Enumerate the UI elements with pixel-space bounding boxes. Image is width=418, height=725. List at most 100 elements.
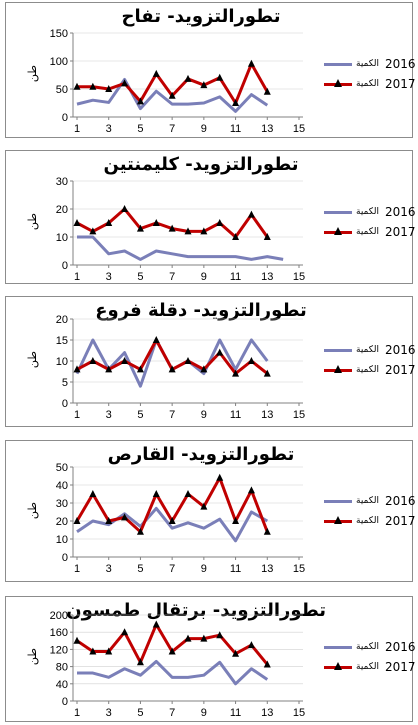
triangle-marker-icon bbox=[334, 365, 342, 373]
x-tick-label: 1 bbox=[74, 409, 80, 421]
data-point bbox=[73, 365, 81, 373]
data-point bbox=[168, 365, 176, 373]
x-tick-label: 7 bbox=[169, 271, 175, 283]
data-point bbox=[105, 517, 113, 524]
triangle-marker-icon bbox=[334, 227, 342, 235]
legend-swatch bbox=[324, 208, 352, 216]
series-line-2016 bbox=[77, 235, 284, 261]
data-point bbox=[168, 91, 176, 99]
y-axis-label: طن bbox=[26, 64, 40, 83]
y-tick-label: 160 bbox=[50, 627, 68, 639]
y-tick-label: 0 bbox=[62, 398, 68, 410]
y-axis-label: طن bbox=[26, 350, 40, 369]
x-tick-label: 15 bbox=[293, 563, 305, 575]
x-tick-label: 11 bbox=[230, 707, 241, 719]
x-tick-label: 15 bbox=[293, 271, 305, 283]
x-tick-label: 13 bbox=[261, 707, 273, 719]
chart-title: تطورالتزويد- تفاح bbox=[121, 6, 281, 27]
y-tick-label: 150 bbox=[50, 28, 68, 40]
x-tick-label: 5 bbox=[137, 707, 143, 719]
y-tick-label: 10 bbox=[56, 534, 68, 546]
data-point bbox=[136, 365, 144, 373]
data-point bbox=[200, 365, 208, 373]
x-tick-label: 13 bbox=[261, 271, 273, 283]
y-tick-label: 0 bbox=[62, 552, 68, 564]
legend-swatch bbox=[324, 365, 352, 374]
series-line-2017 bbox=[76, 622, 269, 666]
y-axis-label: طن bbox=[26, 501, 40, 520]
x-tick-label: 15 bbox=[293, 409, 305, 421]
data-point bbox=[136, 224, 144, 232]
y-tick-label: 5 bbox=[62, 377, 68, 389]
data-point bbox=[247, 641, 255, 649]
data-point bbox=[216, 348, 224, 356]
data-point bbox=[152, 69, 160, 77]
x-tick-label: 5 bbox=[137, 271, 143, 283]
x-tick-label: 5 bbox=[137, 409, 143, 421]
data-point bbox=[73, 219, 81, 226]
data-point bbox=[263, 660, 271, 668]
legend-year: 2017 bbox=[384, 225, 416, 239]
y-tick-label: 30 bbox=[56, 176, 68, 188]
legend-label: الكمية bbox=[356, 207, 379, 217]
data-point bbox=[168, 647, 176, 655]
data-point bbox=[263, 369, 271, 377]
x-tick-label: 7 bbox=[169, 707, 175, 719]
y-tick-label: 40 bbox=[56, 480, 68, 492]
data-point bbox=[152, 219, 160, 226]
y-tick-label: 20 bbox=[56, 516, 68, 528]
data-point bbox=[73, 517, 81, 524]
legend-swatch bbox=[324, 60, 352, 68]
data-point bbox=[168, 224, 176, 232]
chart-panel: تطورالتزويد- تفاح 0 50 100 150 1 3 5 7 9 11 13 15 طن ا… bbox=[5, 2, 416, 138]
y-tick-label: 20 bbox=[56, 204, 68, 216]
x-tick-label: 11 bbox=[230, 409, 241, 421]
chart-panel: تطورالتزويد- دقلة فروع 0 5 10 15 20 1 3 5 7 9 11 13 1… bbox=[5, 296, 416, 427]
data-point bbox=[232, 517, 240, 524]
data-point bbox=[200, 502, 208, 510]
chart-panel: تطورالتزويد- برتقال طمسون 0 40 80 120 160 200 1… bbox=[5, 596, 416, 722]
x-tick-label: 5 bbox=[137, 563, 143, 575]
triangle-marker-icon bbox=[334, 79, 342, 87]
legend-swatch bbox=[324, 227, 352, 236]
y-axis-label: طن bbox=[26, 647, 40, 666]
data-point bbox=[200, 227, 208, 235]
y-tick-label: 0 bbox=[62, 112, 68, 124]
legend-swatch bbox=[324, 643, 352, 651]
y-tick-label: 50 bbox=[56, 84, 68, 96]
data-point bbox=[216, 219, 224, 226]
data-point bbox=[105, 85, 113, 92]
chart-panel: تطورالتزويد- القارص 0 10 20 30 40 50 1 3 5 7 9 11 13 1… bbox=[5, 440, 416, 582]
legend-year: 2017 bbox=[384, 514, 416, 528]
data-point bbox=[216, 73, 224, 81]
data-point bbox=[200, 634, 208, 642]
data-point bbox=[152, 336, 160, 343]
legend-entry-2017: الكمية 2017 bbox=[324, 363, 416, 377]
legend-year: 2016 bbox=[384, 640, 416, 654]
data-point bbox=[105, 365, 113, 373]
x-tick-label: 1 bbox=[74, 563, 80, 575]
legend-label: الكمية bbox=[356, 662, 379, 672]
legend-year: 2017 bbox=[384, 660, 416, 674]
x-tick-label: 3 bbox=[106, 123, 112, 135]
data-point bbox=[184, 490, 192, 497]
series-line-2017 bbox=[76, 207, 269, 239]
data-point bbox=[89, 647, 97, 655]
data-point bbox=[105, 219, 113, 226]
legend-label: الكمية bbox=[356, 227, 379, 237]
legend-swatch bbox=[324, 497, 352, 505]
series-line-2016 bbox=[75, 338, 269, 388]
legend-label: الكمية bbox=[356, 516, 379, 526]
data-point bbox=[232, 369, 240, 377]
y-tick-label: 200 bbox=[50, 610, 68, 622]
y-tick-label: 40 bbox=[56, 679, 68, 691]
data-point bbox=[184, 227, 192, 235]
data-point bbox=[247, 357, 255, 364]
series-line-2016 bbox=[76, 506, 269, 543]
data-point bbox=[73, 636, 81, 644]
data-point bbox=[200, 81, 208, 89]
legend-swatch bbox=[324, 79, 352, 88]
legend-entry-2016: الكمية 2016 bbox=[324, 494, 416, 508]
